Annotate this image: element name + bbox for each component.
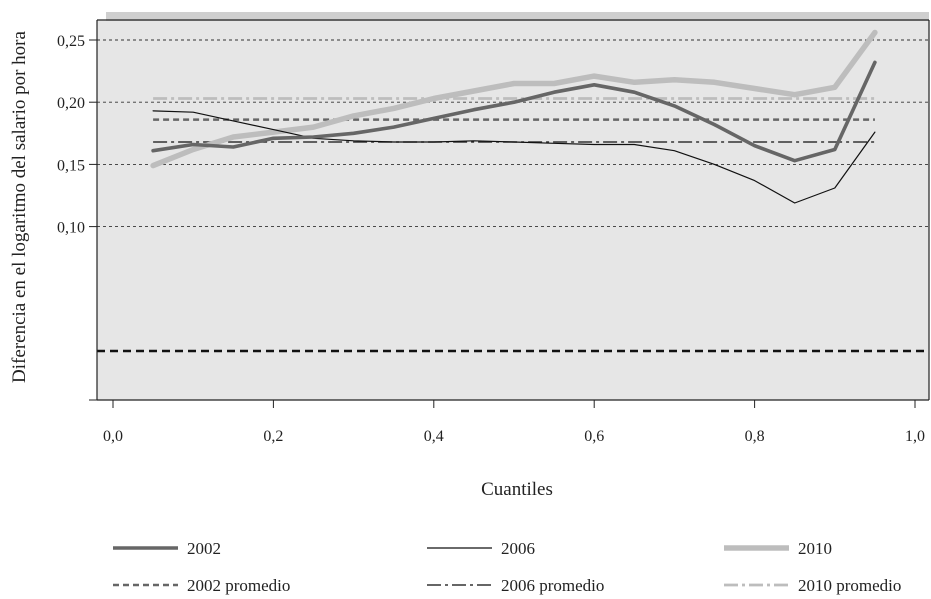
legend-label: 2002 promedio	[187, 576, 290, 595]
y-axis-title: Diferencia en el logaritmo del salario p…	[9, 30, 30, 382]
x-tick-label: 0,6	[584, 428, 604, 445]
series-line-2006	[152, 110, 876, 204]
series-line-2002	[151, 60, 877, 163]
y-tick-label: 0,10	[57, 220, 85, 237]
x-tick-label: 0,8	[745, 428, 765, 445]
legend-label: 2002	[187, 539, 221, 558]
legend-label: 2006 promedio	[501, 576, 604, 595]
legend: 2002 2006 2010 2002 promedio 2006 promedio 20…	[113, 539, 901, 595]
y-tick-label: 0,25	[57, 33, 85, 50]
legend-label: 2006	[501, 539, 535, 558]
x-tick-label: 0,4	[424, 428, 444, 445]
x-axis-title: Cuantiles	[481, 479, 553, 500]
y-axis-ticks: 0,10 0,15 0,20 0,25	[57, 33, 97, 401]
y-tick-label: 0,15	[57, 157, 85, 174]
plot-area	[97, 20, 929, 400]
x-tick-label: 0,0	[103, 428, 123, 445]
legend-label: 2010	[798, 539, 832, 558]
x-axis-ticks: 0,0 0,2 0,4 0,6 0,8 1,0	[103, 400, 925, 445]
series-lines	[150, 29, 878, 204]
x-tick-label: 0,2	[263, 428, 283, 445]
y-tick-label: 0,20	[57, 95, 85, 112]
plot-top-shadow	[106, 12, 929, 21]
series-line-2010	[150, 29, 878, 169]
legend-label: 2010 promedio	[798, 576, 901, 595]
x-tick-label: 1,0	[905, 428, 925, 445]
